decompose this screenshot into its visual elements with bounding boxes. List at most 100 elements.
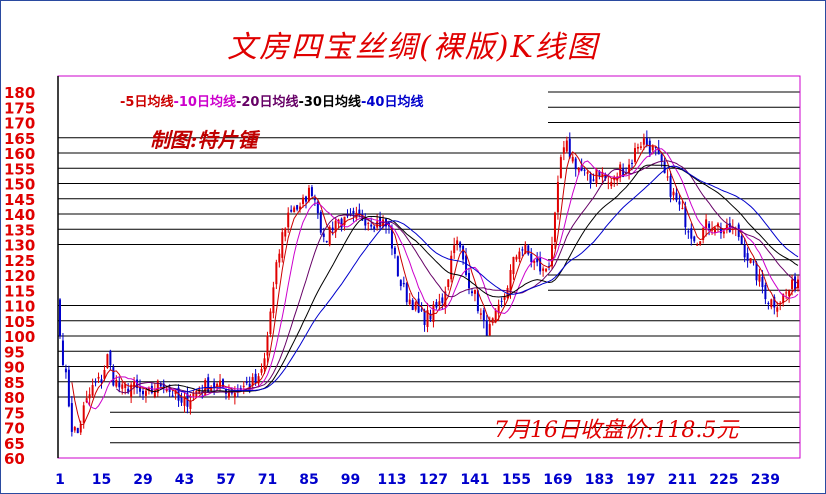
candle-body bbox=[100, 379, 103, 383]
candle-body bbox=[494, 310, 497, 323]
y-tick-label: 70 bbox=[4, 420, 25, 438]
candle-body bbox=[542, 268, 545, 271]
x-tick-label: 71 bbox=[258, 472, 277, 488]
candle-body bbox=[476, 290, 479, 312]
candle-body bbox=[411, 300, 414, 311]
candle-body bbox=[147, 387, 150, 391]
candle-body bbox=[402, 282, 405, 285]
candle-body bbox=[106, 354, 109, 369]
candle-body bbox=[420, 309, 423, 311]
candle-body bbox=[539, 258, 542, 272]
candle-body bbox=[749, 258, 752, 263]
candle-body bbox=[462, 245, 465, 260]
candle-body bbox=[94, 381, 97, 383]
candle-body bbox=[254, 373, 257, 384]
candle-body bbox=[592, 179, 595, 181]
author-tag: 制图:特片锺 bbox=[150, 128, 258, 152]
candle-body bbox=[488, 324, 491, 336]
candle-body bbox=[159, 383, 162, 387]
candle-body bbox=[414, 302, 417, 310]
candle-body bbox=[788, 290, 791, 297]
candle-body bbox=[266, 335, 269, 356]
candle-body bbox=[269, 311, 272, 335]
candle-body bbox=[284, 228, 287, 237]
candle-body bbox=[322, 233, 325, 237]
candle-body bbox=[393, 247, 396, 254]
candle-body bbox=[633, 148, 636, 162]
candle-body bbox=[73, 427, 76, 431]
legend-ma30: -30日均线 bbox=[298, 95, 361, 110]
candle-body bbox=[459, 242, 462, 248]
candle-body bbox=[156, 380, 159, 393]
candle-body bbox=[153, 390, 156, 397]
x-tick-label: 1 bbox=[55, 472, 65, 488]
candle-body bbox=[456, 240, 459, 245]
y-tick-label: 85 bbox=[4, 374, 25, 392]
ma40-line bbox=[175, 165, 799, 393]
candle-body bbox=[758, 274, 761, 282]
candle-body bbox=[124, 384, 127, 388]
candle-body bbox=[382, 219, 385, 227]
candle-body bbox=[737, 224, 740, 237]
candle-body bbox=[672, 191, 675, 196]
candle-body bbox=[648, 140, 651, 154]
candle-body bbox=[562, 147, 565, 154]
candle-body bbox=[714, 227, 717, 233]
candle-body bbox=[654, 147, 657, 149]
y-tick-label: 115 bbox=[4, 282, 35, 300]
x-tick-label: 155 bbox=[502, 472, 531, 488]
candle-body bbox=[251, 377, 254, 386]
candle-body bbox=[524, 244, 527, 254]
candle-body bbox=[622, 168, 625, 178]
y-tick-label: 130 bbox=[4, 237, 35, 255]
candle-body bbox=[785, 292, 788, 294]
candle-body bbox=[227, 390, 230, 398]
candle-body bbox=[296, 205, 299, 210]
candle-body bbox=[441, 297, 444, 303]
candle-body bbox=[740, 235, 743, 245]
y-tick-label: 95 bbox=[4, 343, 25, 361]
candle-body bbox=[367, 222, 370, 224]
x-tick-label: 43 bbox=[175, 472, 194, 488]
y-tick-label: 150 bbox=[4, 176, 35, 194]
candle-body bbox=[358, 209, 361, 215]
candle-body bbox=[681, 207, 684, 209]
candle-body bbox=[545, 268, 548, 272]
y-tick-label: 65 bbox=[4, 435, 25, 453]
candle-body bbox=[482, 310, 485, 321]
candle-body bbox=[287, 212, 290, 228]
candle-body bbox=[663, 162, 666, 174]
candle-body bbox=[595, 169, 598, 184]
candle-body bbox=[675, 192, 678, 201]
candle-body bbox=[219, 380, 222, 387]
candle-body bbox=[340, 218, 343, 228]
candle-body bbox=[722, 231, 725, 234]
candle-body bbox=[556, 182, 559, 213]
candle-body bbox=[290, 209, 293, 212]
x-tick-label: 141 bbox=[460, 472, 489, 488]
x-tick-label: 113 bbox=[377, 472, 406, 488]
y-tick-label: 175 bbox=[4, 99, 35, 117]
candle-body bbox=[174, 390, 177, 395]
y-tick-label: 145 bbox=[4, 191, 35, 209]
candle-body bbox=[275, 262, 278, 285]
y-tick-label: 170 bbox=[4, 115, 35, 133]
candle-body bbox=[293, 207, 296, 213]
candle-body bbox=[189, 400, 192, 409]
candle-body bbox=[610, 181, 613, 187]
candle-body bbox=[719, 227, 722, 234]
candle-body bbox=[551, 244, 553, 267]
candle-body bbox=[281, 232, 284, 258]
x-tick-label: 85 bbox=[299, 472, 318, 488]
candle-body bbox=[536, 258, 539, 263]
candle-body bbox=[690, 228, 693, 239]
ma5-line bbox=[71, 144, 799, 426]
candle-body bbox=[764, 284, 767, 300]
candle-body bbox=[79, 424, 82, 433]
candle-body bbox=[767, 303, 770, 305]
candle-body bbox=[782, 294, 785, 303]
candle-body bbox=[518, 251, 521, 260]
candle-body bbox=[139, 386, 142, 392]
candle-body bbox=[408, 299, 411, 305]
candle-body bbox=[103, 369, 106, 379]
